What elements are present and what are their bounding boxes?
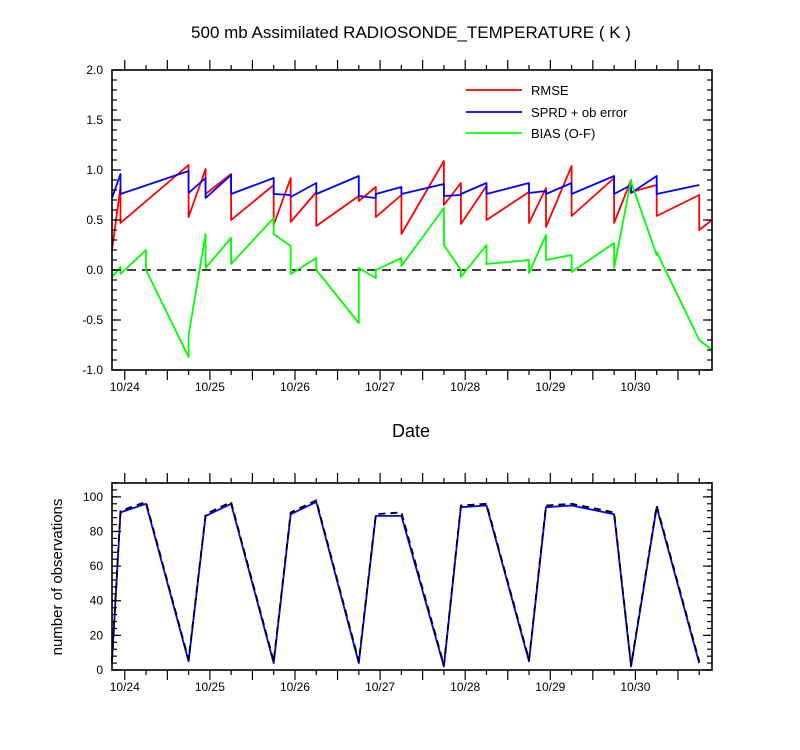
top-series-sprd-ob-error (111, 170, 700, 199)
top-series-rmse (111, 160, 713, 251)
bottom-axes: 0 20 40 60 80 100 10/24 10/25 10/26 10/27 10/28 10/… (83, 473, 713, 694)
top-ytick-label: 1.0 (86, 163, 103, 177)
bottom-xtick-label: 10/25 (195, 680, 225, 694)
bottom-ytick-label: 0 (96, 663, 103, 677)
legend-label-bias: BIAS (O-F) (531, 126, 595, 141)
bottom-xtick-label: 10/30 (620, 680, 650, 694)
bottom-ytick-label: 40 (90, 594, 104, 608)
top-ytick-label: 1.5 (86, 113, 103, 127)
legend: RMSE SPRD + ob error BIAS (O-F) (466, 83, 628, 141)
top-ytick-label: 2.0 (86, 63, 103, 77)
legend-label-sprd: SPRD + ob error (531, 105, 628, 120)
top-xtick-label: 10/24 (110, 380, 140, 394)
bottom-chart-panel: 0 20 40 60 80 100 10/24 10/25 10/26 10/27 10/28 10/… (49, 473, 713, 694)
top-xtick-label: 10/29 (535, 380, 565, 394)
top-xtick-label: 10/30 (620, 380, 650, 394)
top-xtick-label: 10/28 (450, 380, 480, 394)
bottom-xtick-label: 10/29 (535, 680, 565, 694)
bottom-plot-frame (111, 482, 713, 671)
bottom-series-group (111, 499, 701, 668)
bottom-ytick-label: 20 (90, 628, 104, 642)
bottom-xtick-label: 10/24 (110, 680, 140, 694)
y-axis-label-observations: number of observations (49, 499, 66, 656)
top-series-group (111, 160, 713, 358)
bottom-xtick-label: 10/26 (280, 680, 310, 694)
bottom-ytick-label: 100 (83, 490, 103, 504)
top-xtick-label: 10/26 (280, 380, 310, 394)
top-series-bias-o-f (111, 179, 713, 358)
bottom-xtick-label: 10/27 (365, 680, 395, 694)
top-xtick-label: 10/25 (195, 380, 225, 394)
legend-label-rmse: RMSE (531, 83, 569, 98)
top-xtick-label: 10/27 (365, 380, 395, 394)
top-axes: -1.0 -0.5 0.0 0.5 1.0 1.5 2.0 10/24 10/25 10/26 10… (82, 60, 713, 394)
top-chart-panel: 500 mb Assimilated RADIOSONDE_TEMPERATUR… (82, 23, 713, 441)
bottom-ytick-label: 80 (90, 524, 104, 538)
top-ytick-label: -1.0 (82, 363, 103, 377)
top-ytick-label: 0.5 (86, 213, 103, 227)
bottom-ytick-label: 60 (90, 559, 104, 573)
top-ytick-label: 0.0 (86, 263, 103, 277)
chart-title: 500 mb Assimilated RADIOSONDE_TEMPERATUR… (191, 23, 631, 42)
bottom-xtick-label: 10/28 (450, 680, 480, 694)
top-ytick-label: -0.5 (82, 313, 103, 327)
bottom-series-total (111, 499, 701, 666)
x-axis-label: Date (392, 421, 430, 441)
